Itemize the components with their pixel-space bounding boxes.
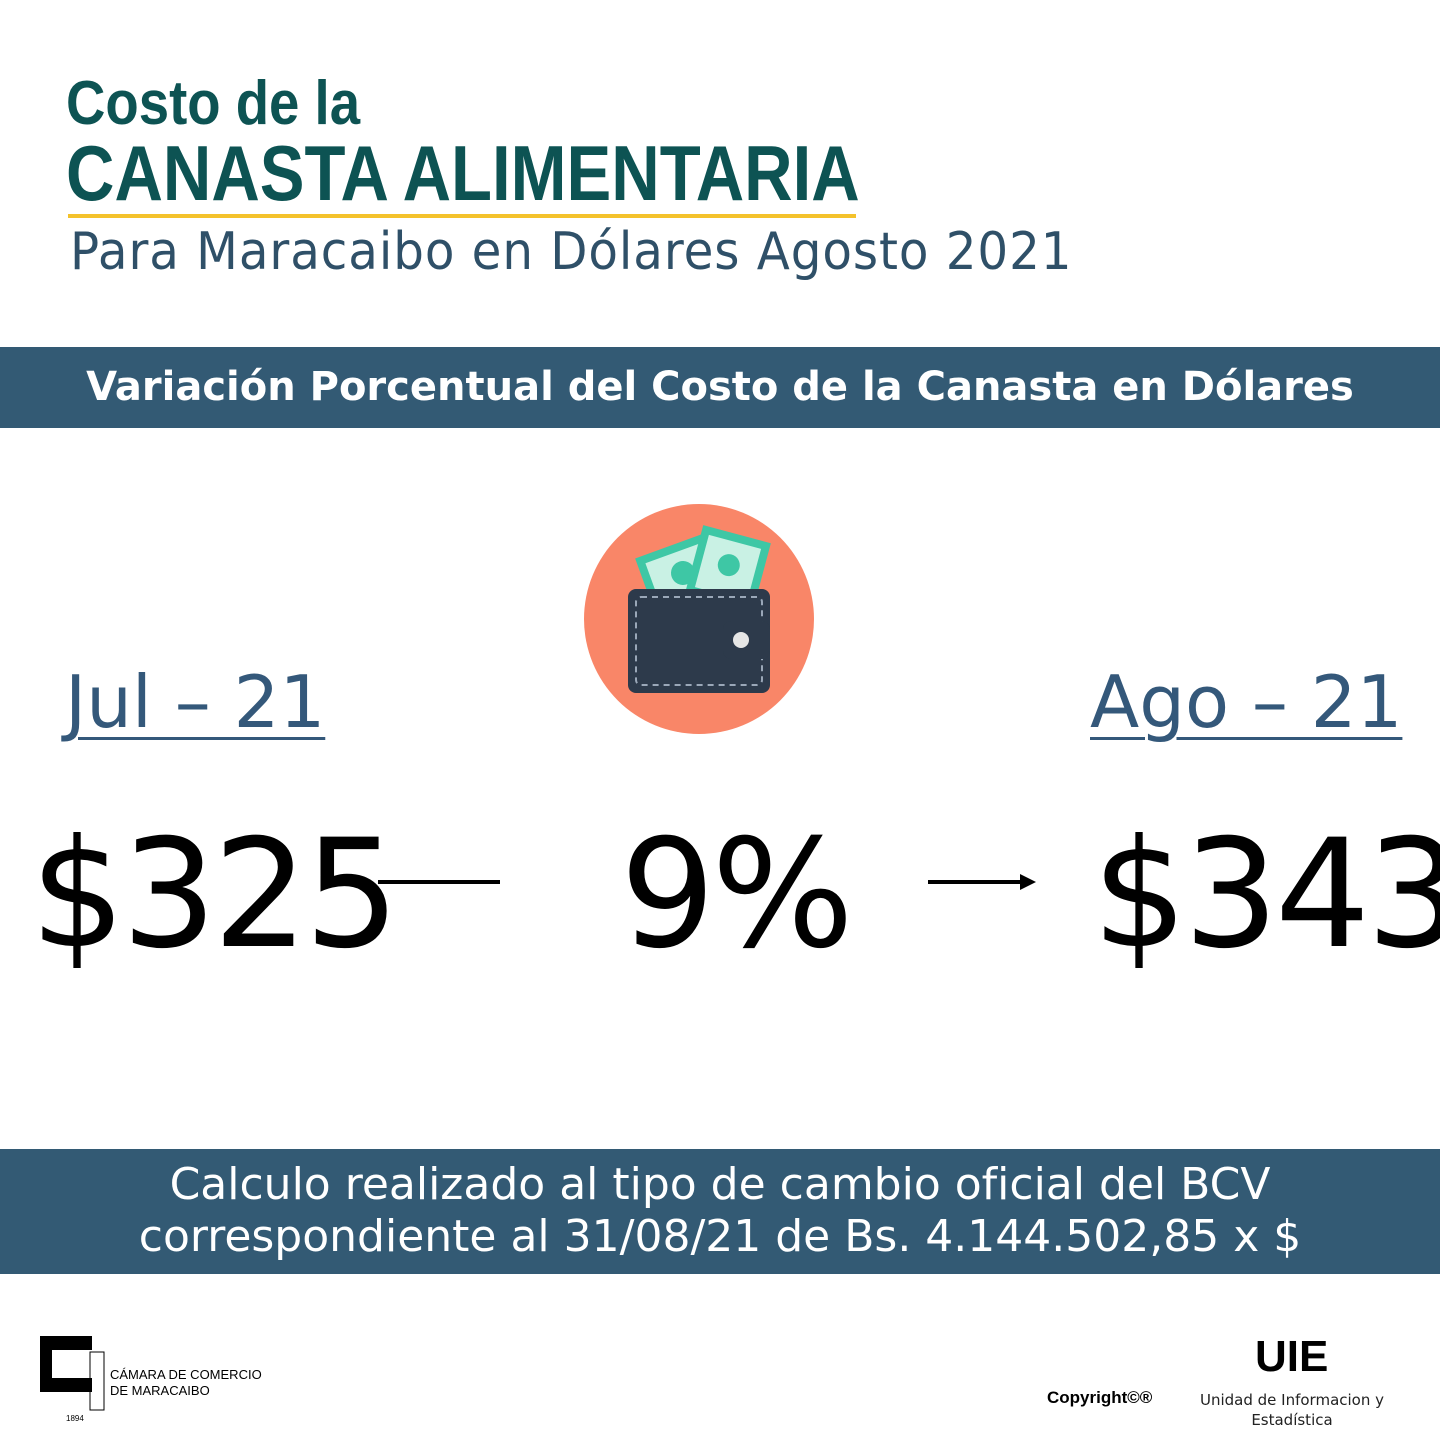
uie-line2: Estadística	[1251, 1411, 1333, 1429]
wallet-icon	[584, 504, 814, 734]
title-line2: CANASTA ALIMENTARIA	[66, 129, 860, 217]
footer-line1: Calculo realizado al tipo de cambio ofic…	[169, 1159, 1271, 1210]
camara-logo-mark	[40, 1336, 106, 1411]
to-value: $343	[1092, 808, 1440, 982]
connector-line	[378, 880, 500, 884]
from-value: $325	[30, 808, 400, 982]
title-line1: Costo de la	[66, 69, 361, 138]
arrow	[928, 874, 1036, 890]
logo-year: 1894	[66, 1414, 84, 1423]
from-period: Jul – 21	[65, 660, 326, 744]
subtitle: Para Maracaibo en Dólares Agosto 2021	[70, 222, 1073, 282]
to-period: Ago – 21	[1090, 660, 1403, 744]
change: 9%	[620, 808, 854, 982]
copyright: Copyright©®	[1047, 1388, 1153, 1407]
banner: Variación Porcentual del Costo de la Can…	[0, 347, 1440, 428]
uie-name: Unidad de Informacion y Estadística	[1192, 1390, 1392, 1430]
footer-line2: correspondiente al 31/08/21 de Bs. 4.144…	[138, 1211, 1302, 1262]
camara-logo-text: CÁMARA DE COMERCIO DE MARACAIBO	[110, 1367, 262, 1399]
uie-line1: Unidad de Informacion y	[1199, 1391, 1384, 1409]
logo-line2: DE MARACAIBO	[110, 1383, 210, 1398]
title-rule	[68, 214, 856, 218]
logo-line1: CÁMARA DE COMERCIO	[110, 1367, 262, 1382]
uie-acronym: UIE	[1255, 1332, 1329, 1381]
footer-note: Calculo realizado al tipo de cambio ofic…	[0, 1149, 1440, 1274]
